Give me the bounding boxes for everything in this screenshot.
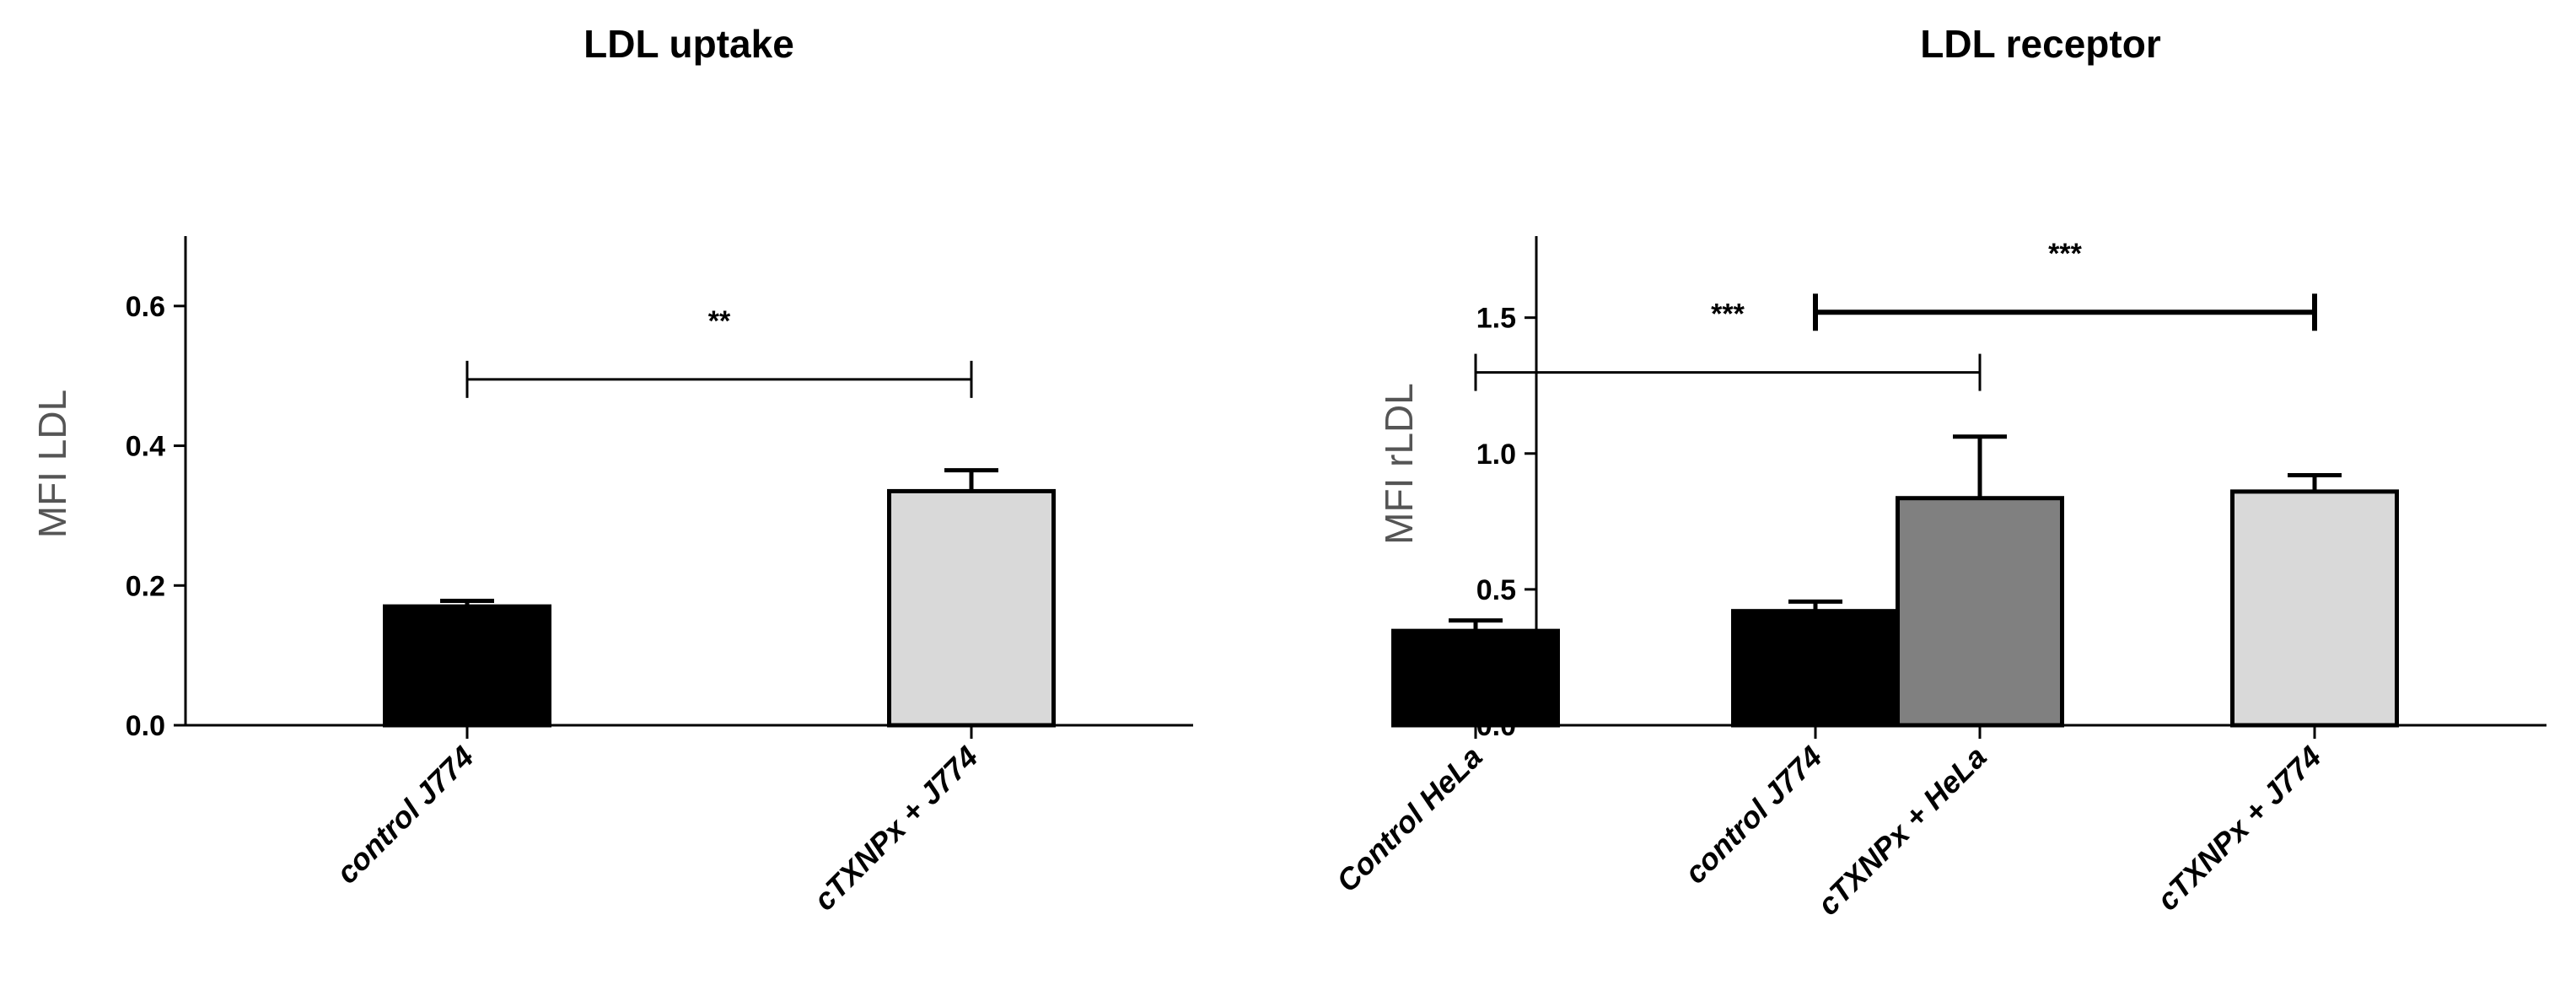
bar: [887, 488, 1056, 728]
y-tick-label: 0.6: [126, 291, 165, 323]
significance-label: ***: [2048, 238, 2082, 270]
chart-title: LDL uptake: [583, 22, 794, 66]
chart-title: LDL receptor: [1920, 22, 2161, 66]
y-tick-label: 0.0: [1476, 710, 1516, 742]
y-tick-label: 0.4: [126, 431, 165, 463]
x-tick-label: Control HeLa: [1330, 740, 1489, 899]
bar: [1896, 496, 2064, 728]
bar: [2230, 489, 2399, 728]
y-tick-label: 0.5: [1476, 574, 1516, 606]
bar: [1391, 628, 1560, 728]
x-tick-label: cTXNPx + HeLa: [1810, 740, 1993, 922]
y-tick-label: 0.0: [126, 710, 165, 742]
y-tick-label: 1.0: [1476, 439, 1516, 471]
y-tick-label: 0.2: [126, 570, 165, 602]
significance-label: ***: [1711, 299, 1745, 331]
y-axis-label: MFI rLDL: [1377, 383, 1421, 545]
y-tick-label: 1.5: [1476, 303, 1516, 335]
bar: [1731, 609, 1900, 728]
x-tick-label: control J774: [1678, 740, 1829, 891]
bar: [383, 604, 551, 728]
x-tick-label: cTXNPx + J774: [2150, 740, 2328, 918]
x-tick-label: cTXNPx + J774: [807, 740, 985, 918]
significance-label: **: [708, 305, 731, 337]
panel-ldl-receptor: LDL receptor MFI rLDL 0.0 0.5 1.0 1.5 contro…: [1377, 22, 2546, 918]
x-tick-label: control J774: [330, 740, 481, 891]
y-axis-label: MFI LDL: [30, 390, 74, 538]
